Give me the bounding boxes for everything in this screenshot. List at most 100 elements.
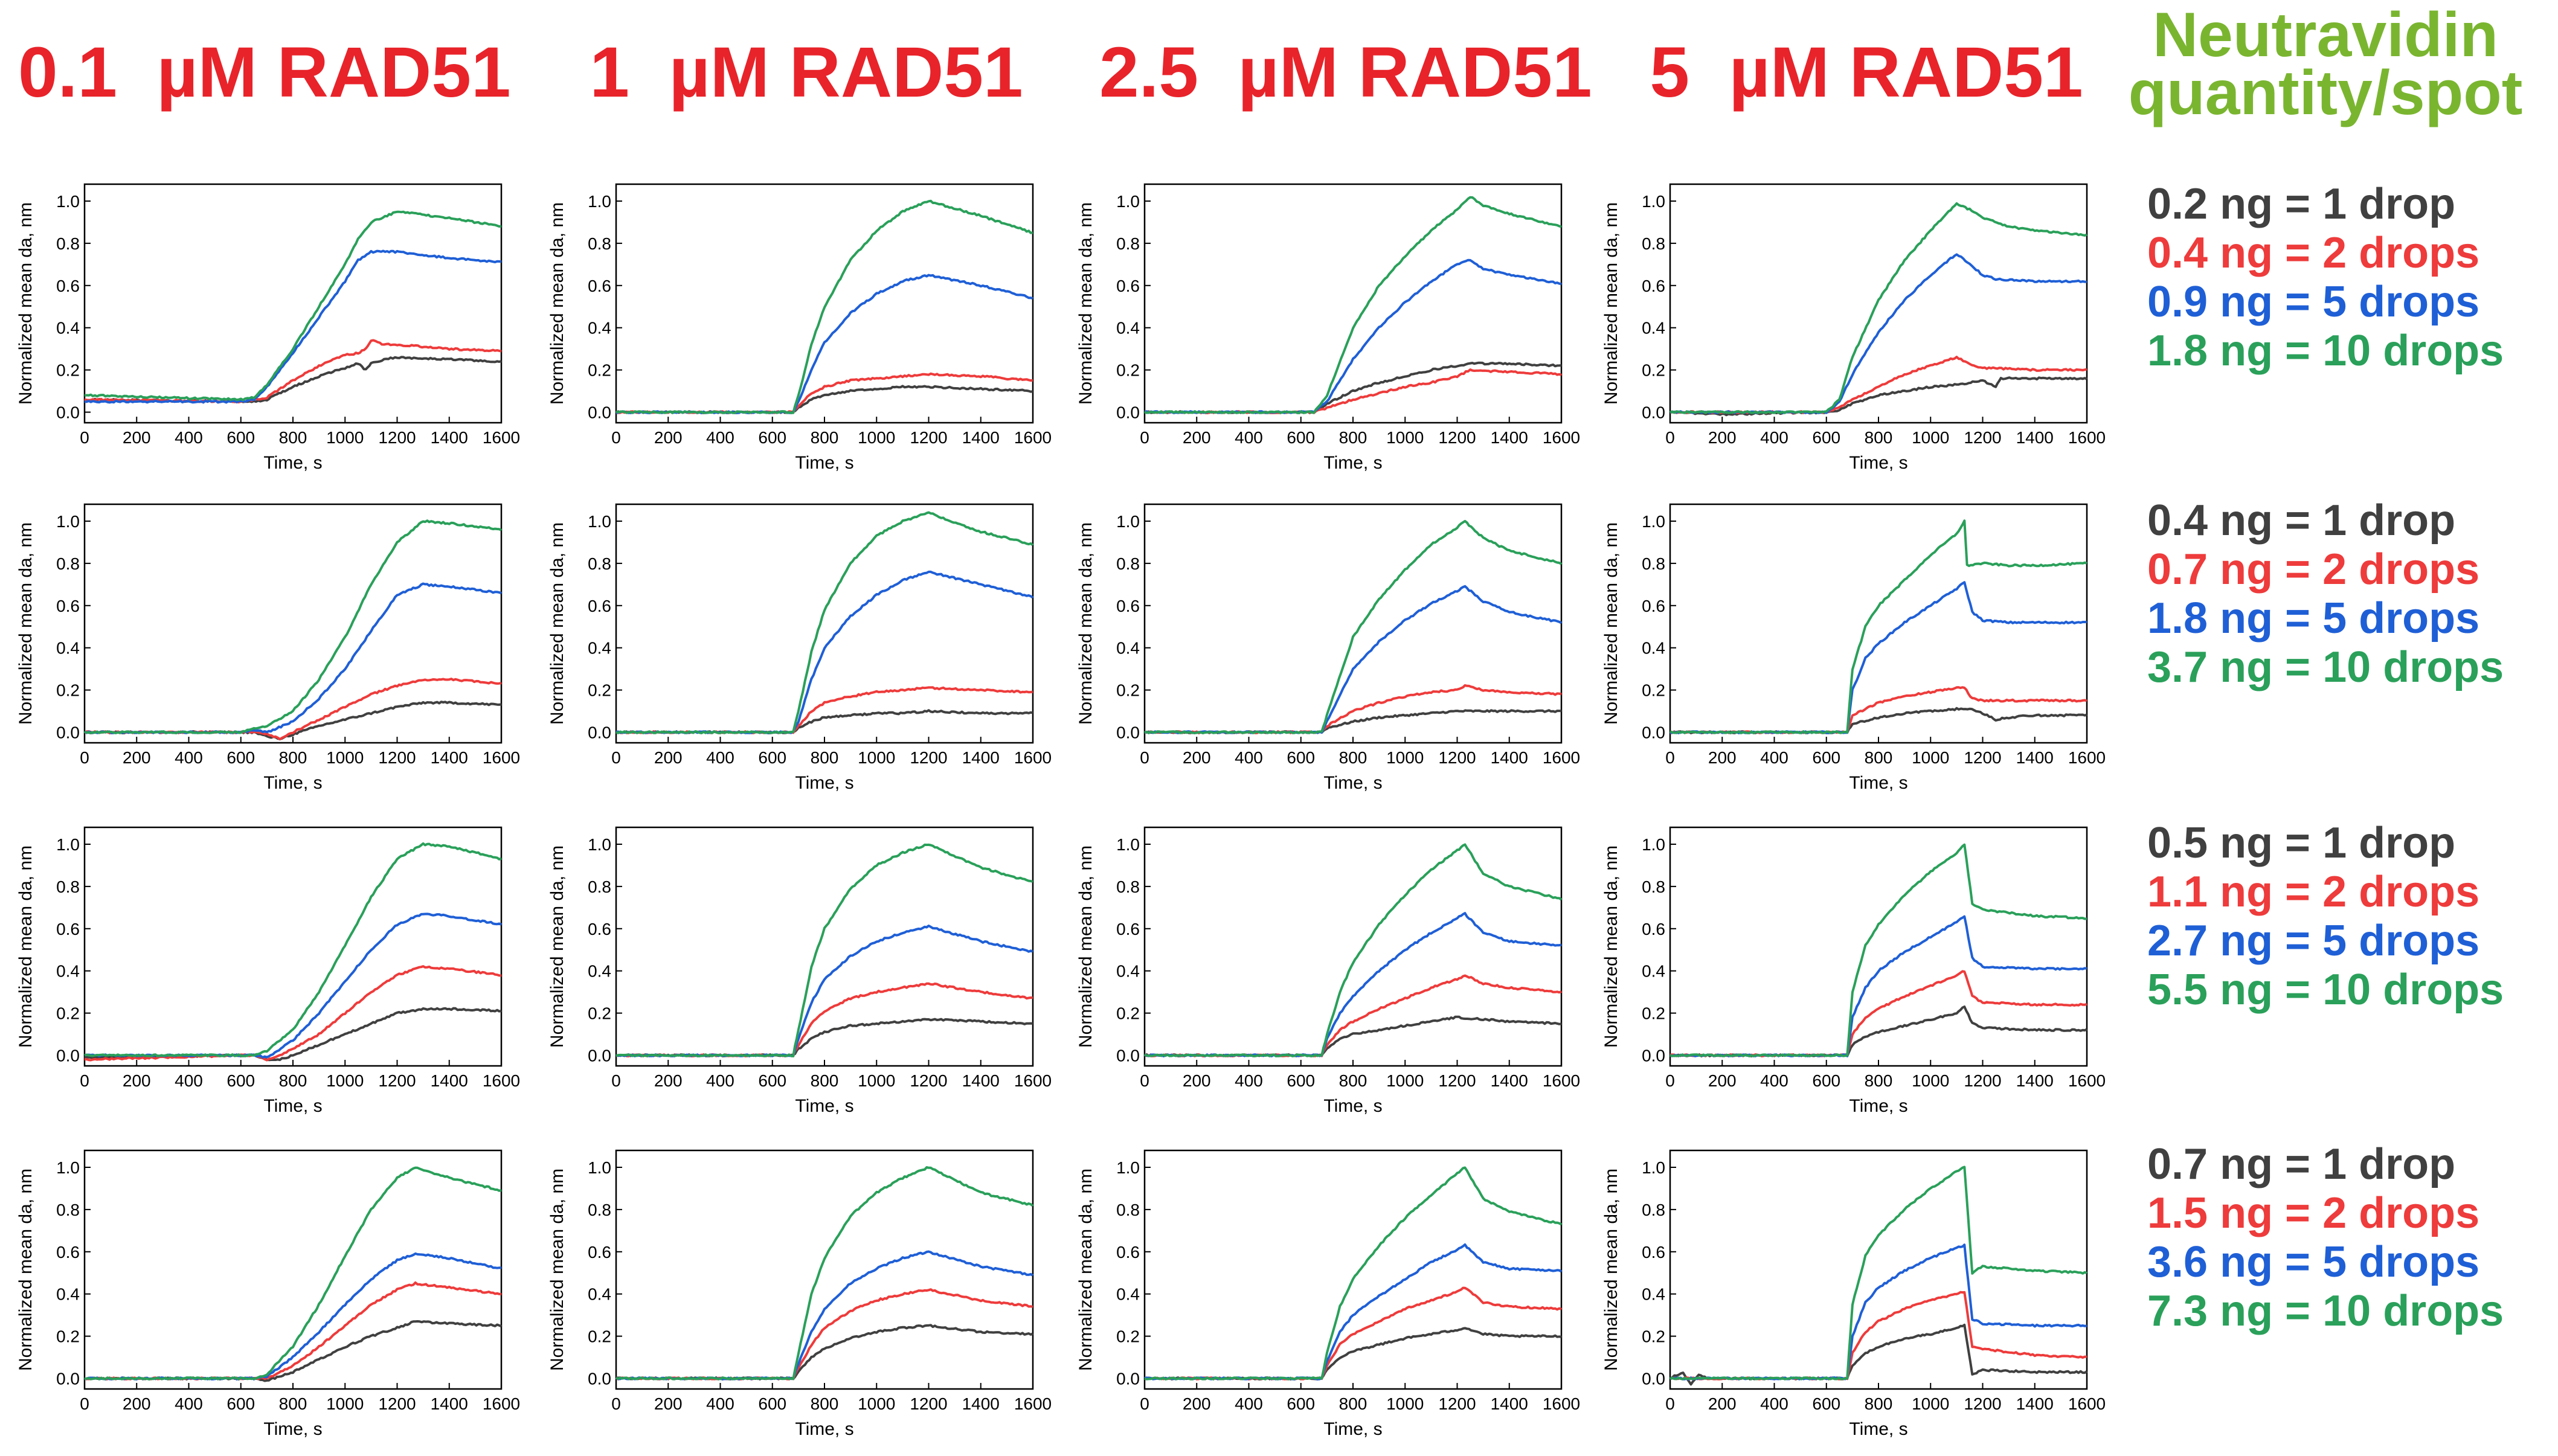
x-tick-label: 1400 (431, 428, 468, 447)
y-tick-label: 0.2 (1116, 1327, 1140, 1346)
legend-row-1-5-drops: 0.9 ng = 5 drops (2147, 278, 2480, 326)
y-tick-label: 0.4 (1116, 1285, 1140, 1304)
y-tick-label: 0.2 (1642, 361, 1665, 380)
series-line-2-drops-r4c1 (84, 1281, 502, 1381)
x-axis-label: Time, s (1849, 453, 1907, 473)
y-tick-label: 1.0 (588, 192, 611, 211)
legend-row-3-10-drops: 5.5 ng = 10 drops (2147, 966, 2504, 1014)
x-tick-label: 1400 (1491, 748, 1528, 767)
series-line-5-drops-r3c1 (84, 912, 502, 1059)
y-tick-label: 0.6 (588, 920, 611, 938)
y-axis-label: Normalized mean da, nm (547, 1169, 567, 1371)
x-tick-label: 1400 (2016, 428, 2054, 447)
series-line-5-drops-r2c2 (615, 570, 1034, 734)
neutravidin-title-line1: Neutravidin (2152, 0, 2499, 70)
y-tick-label: 0.8 (1642, 234, 1665, 253)
y-tick-label: 0.0 (588, 403, 611, 422)
panel-r3c4: 0.0 0.2 0.4 0.6 0.8 1.0 0 200 400 600 800 1000 1200 1… (1601, 826, 2106, 1116)
legend-row-3: 0.5 ng = 1 drop 1.1 ng = 2 drops 2.7 ng … (2147, 819, 2558, 1015)
x-tick-label: 1600 (483, 748, 520, 767)
x-tick-label: 400 (706, 1394, 734, 1413)
x-axis-label: Time, s (795, 1419, 853, 1439)
x-tick-label: 1000 (1386, 1394, 1424, 1413)
x-tick-label: 400 (175, 1394, 203, 1413)
x-tick-label: 600 (1812, 428, 1840, 447)
series-line-10-drops-r3c3 (1144, 843, 1563, 1057)
x-tick-label: 600 (227, 1394, 255, 1413)
series-line-10-drops-r2c3 (1144, 519, 1563, 734)
y-tick-label: 0.0 (56, 1370, 80, 1388)
x-tick-label: 200 (654, 748, 683, 767)
y-tick-label: 0.4 (1642, 1285, 1665, 1304)
neutravidin-title: Neutravidin quantity/spot (2096, 0, 2555, 124)
x-tick-label: 200 (1183, 748, 1211, 767)
x-tick-label: 1200 (1964, 428, 2001, 447)
y-tick-label: 0.0 (1642, 403, 1665, 422)
x-tick-label: 1000 (326, 1071, 364, 1090)
series-line-1-drop-r2c4 (1669, 707, 2087, 734)
x-tick-label: 200 (1708, 1394, 1737, 1413)
series-line-10-drops-r4c1 (84, 1166, 502, 1381)
x-tick-label: 200 (1708, 748, 1737, 767)
y-tick-label: 0.4 (588, 1285, 611, 1304)
x-axis-label: Time, s (1849, 1096, 1907, 1116)
legend-row-2-2-drops: 0.7 ng = 2 drops (2147, 545, 2480, 594)
y-axis-label: Normalized mean da, nm (16, 1169, 36, 1371)
y-tick-label: 0.8 (56, 554, 80, 573)
x-tick-label: 1000 (858, 1071, 895, 1090)
x-tick-label: 200 (654, 428, 683, 447)
x-tick-label: 1400 (2016, 1394, 2054, 1413)
x-tick-label: 1600 (2068, 1394, 2106, 1413)
x-tick-label: 1200 (910, 748, 947, 767)
y-tick-label: 0.4 (1116, 319, 1140, 338)
x-tick-label: 800 (811, 748, 839, 767)
y-tick-label: 0.8 (588, 877, 611, 896)
y-tick-label: 0.4 (56, 319, 80, 338)
y-tick-label: 0.2 (56, 361, 80, 380)
x-tick-label: 1200 (1964, 748, 2001, 767)
series-line-2-drops-r1c4 (1669, 356, 2087, 414)
series-line-10-drops-r2c1 (84, 519, 502, 734)
x-tick-label: 400 (1235, 428, 1263, 447)
series-line-2-drops-r1c2 (615, 372, 1033, 414)
column-title-1uM: 1 µM RAD51 (590, 33, 1023, 112)
x-tick-label: 0 (1140, 1394, 1149, 1413)
series-line-2-drops-r3c4 (1669, 970, 2087, 1057)
series-line-5-drops-r1c4 (1669, 253, 2087, 414)
x-tick-label: 400 (706, 748, 734, 767)
x-tick-label: 1400 (962, 1071, 1000, 1090)
legend-row-2-5-drops: 1.8 ng = 5 drops (2147, 594, 2480, 643)
y-tick-label: 0.0 (588, 1370, 611, 1388)
legend-row-2-1-drop: 0.4 ng = 1 drop (2147, 496, 2456, 545)
series-line-2-drops-r2c3 (1144, 684, 1562, 734)
legend-row-4-5-drops: 3.6 ng = 5 drops (2147, 1238, 2480, 1286)
x-tick-label: 1200 (1438, 748, 1476, 767)
y-axis-label: Normalized mean da, nm (1601, 1169, 1621, 1371)
y-tick-label: 0.8 (588, 554, 611, 573)
x-tick-label: 800 (279, 1394, 307, 1413)
x-tick-label: 200 (123, 1071, 151, 1090)
series-line-10-drops-r3c2 (615, 843, 1033, 1057)
x-tick-label: 600 (227, 1071, 255, 1090)
x-tick-label: 1400 (962, 1394, 1000, 1413)
x-tick-label: 1200 (1438, 1394, 1476, 1413)
y-axis-label: Normalized mean da, nm (16, 845, 36, 1048)
x-tick-label: 1000 (326, 748, 364, 767)
y-tick-label: 0.8 (1116, 1201, 1140, 1219)
x-tick-label: 1200 (378, 1394, 416, 1413)
y-tick-label: 1.0 (56, 192, 80, 211)
series-line-10-drops-r3c1 (84, 842, 502, 1057)
x-tick-label: 800 (1339, 1071, 1367, 1090)
y-tick-label: 0.2 (1642, 681, 1665, 700)
y-tick-label: 0.2 (1116, 361, 1140, 380)
y-tick-label: 0.6 (1642, 597, 1665, 615)
x-tick-label: 400 (1235, 748, 1263, 767)
y-tick-label: 1.0 (588, 512, 611, 531)
series-line-1-drop-r1c4 (1669, 376, 2087, 417)
x-tick-label: 800 (1865, 1394, 1893, 1413)
x-tick-label: 800 (1339, 748, 1367, 767)
x-tick-label: 1600 (2068, 1071, 2106, 1090)
panel-r2c1: 0.0 0.2 0.4 0.6 0.8 1.0 0 200 400 600 800 1000 1200 1… (16, 503, 520, 793)
x-tick-label: 1600 (1543, 1071, 1580, 1090)
y-axis-label: Normalized mean da, nm (1076, 522, 1096, 725)
